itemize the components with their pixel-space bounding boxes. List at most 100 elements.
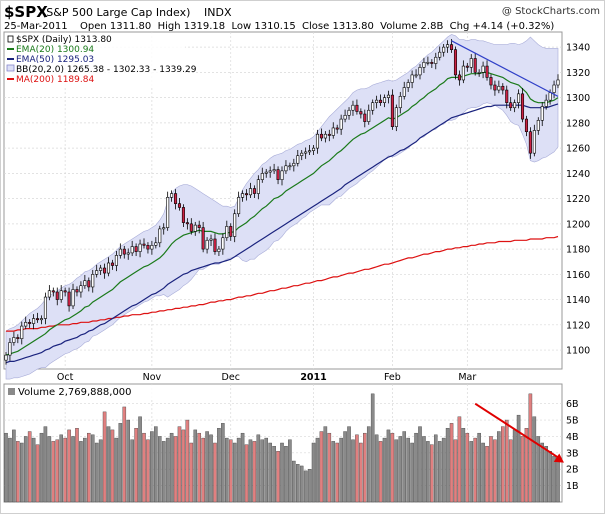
volume-bar	[126, 419, 131, 503]
candle	[32, 314, 36, 330]
candle	[103, 263, 107, 279]
candle-body-up	[438, 51, 442, 58]
volume-bar	[516, 414, 521, 503]
candle	[438, 46, 442, 61]
candle	[221, 233, 225, 255]
candle	[394, 104, 398, 132]
candle-body-up	[536, 120, 540, 131]
candle-body-down	[67, 291, 71, 307]
volume-bar	[31, 437, 36, 503]
volume-bar	[351, 439, 355, 503]
volume-bar	[449, 423, 454, 503]
candle	[106, 257, 111, 277]
volume-bar	[260, 439, 265, 503]
volume-bar	[280, 442, 284, 503]
candle-body-up	[552, 84, 556, 93]
candle-body-down	[390, 94, 394, 127]
volume-bar	[532, 416, 537, 503]
candle-body-down	[485, 65, 489, 78]
volume-bar	[197, 432, 201, 503]
x-tick-label: Feb	[384, 372, 401, 383]
candle-body-down	[505, 89, 509, 103]
candle-body-down	[16, 337, 20, 340]
legend-text-ema50: EMA(50) 1295.03	[16, 55, 94, 65]
volume-bar	[154, 426, 158, 503]
candle-body-down	[379, 99, 383, 103]
candle-body-down	[36, 318, 40, 321]
candle	[536, 117, 540, 135]
candle	[312, 144, 316, 156]
candle	[304, 147, 308, 159]
candle-body-up	[402, 87, 406, 97]
volume-bar	[71, 436, 75, 503]
candle	[158, 225, 162, 248]
volume-bar	[422, 436, 426, 503]
candle-body-up	[288, 165, 292, 168]
candle	[79, 281, 83, 298]
volume-bar	[481, 442, 485, 503]
candle-body-up	[406, 82, 410, 88]
candle-body-up	[422, 61, 426, 68]
candle-body-down	[473, 58, 477, 73]
candle	[71, 283, 75, 310]
candle-body-up	[540, 106, 544, 121]
candle-body-down	[363, 113, 367, 122]
candle	[170, 190, 174, 202]
volume-bar	[323, 426, 328, 503]
volume-bar	[264, 437, 269, 503]
volume-bar	[256, 434, 261, 503]
candle	[418, 64, 422, 80]
candle	[189, 218, 193, 235]
volume-bar	[4, 432, 8, 503]
legend-item-ema20: EMA(20) 1300.94	[7, 45, 94, 55]
ma200-line	[6, 235, 559, 332]
candle	[162, 223, 166, 235]
volume-bar	[504, 419, 509, 503]
volume-bar	[390, 432, 395, 503]
candle-body-up	[24, 321, 28, 327]
candle	[126, 248, 130, 260]
candle	[509, 97, 513, 111]
candle-body-down	[75, 289, 79, 293]
volume-bar	[27, 431, 32, 503]
candle	[43, 292, 47, 325]
volume-bar	[374, 434, 379, 503]
volume-bar	[437, 441, 442, 503]
candle	[205, 237, 209, 254]
candle-body-up	[221, 237, 225, 250]
volume-bar	[110, 429, 115, 503]
volume-bar	[355, 434, 359, 503]
candle-body-up	[241, 193, 245, 198]
volume-bar	[134, 428, 138, 503]
volume-bar	[221, 423, 225, 503]
candle	[343, 109, 347, 123]
volume-bar	[8, 437, 12, 503]
candle-body-up	[434, 56, 438, 64]
volume-bars	[4, 393, 560, 503]
candle-body-up	[264, 171, 268, 174]
candle	[185, 218, 189, 230]
volume-bar	[39, 432, 44, 503]
candle	[379, 94, 383, 106]
candle	[410, 70, 414, 89]
price-tick-label: 1340	[566, 43, 590, 54]
candle	[166, 191, 170, 231]
candle-body-up	[446, 44, 450, 48]
candle-body-up	[367, 109, 371, 122]
candle	[469, 54, 473, 74]
candle-body-up	[532, 130, 536, 154]
price-tick-label: 1320	[566, 68, 590, 79]
candle	[390, 89, 394, 130]
candle-body-up	[497, 85, 501, 91]
volume-legend-background	[5, 385, 175, 399]
volume-bar	[165, 437, 170, 503]
legend-text-spx: $SPX (Daily) 1313.80	[16, 35, 112, 45]
volume-bar	[473, 437, 477, 503]
candle	[8, 338, 12, 361]
candle-body-up	[398, 96, 402, 109]
volume-bar	[189, 442, 194, 503]
candle	[154, 237, 158, 249]
candle-body-up	[217, 248, 221, 252]
legend-background	[5, 33, 185, 86]
candle	[276, 166, 280, 185]
